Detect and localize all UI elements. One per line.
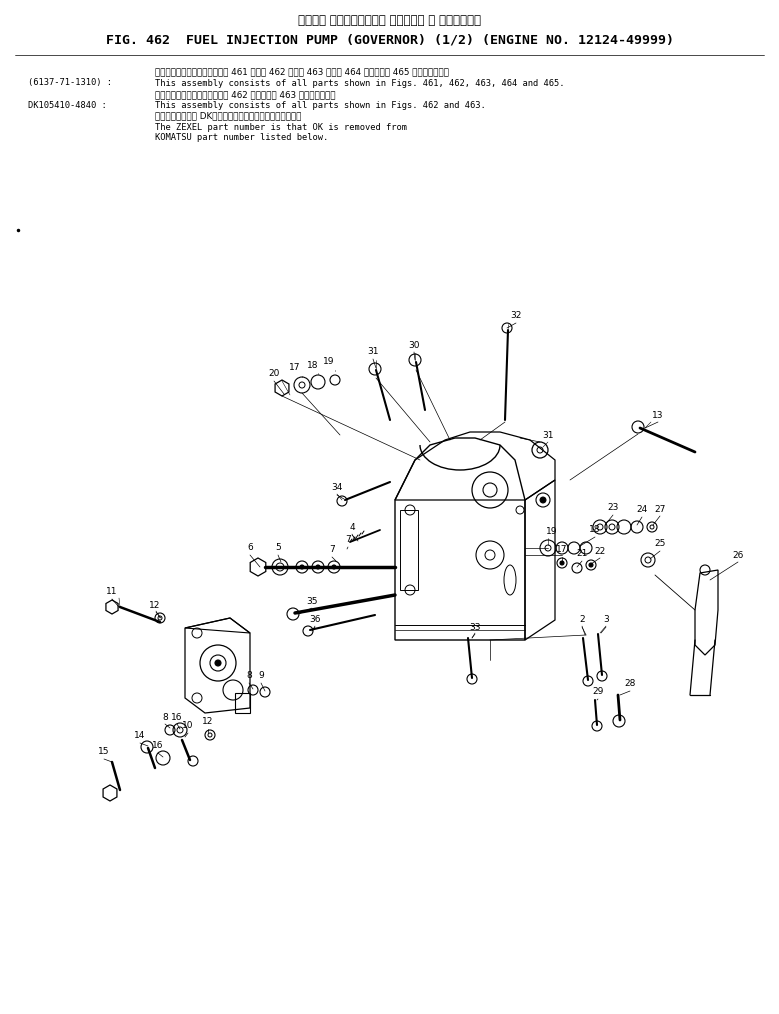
Text: 16: 16 [152,741,164,750]
Text: 20: 20 [268,369,280,378]
Circle shape [589,563,593,567]
Text: The ZEXEL part number is that OK is removed from: The ZEXEL part number is that OK is remo… [155,123,407,132]
Text: 10: 10 [182,722,194,730]
Text: 7: 7 [329,546,335,555]
Text: 32: 32 [510,311,522,320]
Text: 2: 2 [580,615,585,625]
Text: 6: 6 [247,544,253,553]
Text: 29: 29 [592,687,604,697]
Text: 11: 11 [106,587,118,596]
Text: フェエル インジェクション ポンプ　ガ バ ナ　適用号機: フェエル インジェクション ポンプ ガ バ ナ 適用号機 [298,13,481,26]
Circle shape [316,565,320,569]
Text: 17: 17 [556,546,568,555]
Text: 35: 35 [306,597,318,606]
Text: FIG. 462  FUEL INJECTION PUMP (GOVERNOR) (1/2) (ENGINE NO. 12124-49999): FIG. 462 FUEL INJECTION PUMP (GOVERNOR) … [106,33,674,47]
Circle shape [215,660,221,666]
Text: 34: 34 [331,484,343,493]
Text: 33: 33 [469,623,481,632]
Text: 5: 5 [275,544,281,553]
Text: 21: 21 [576,550,587,559]
Text: 22: 22 [594,547,605,556]
Circle shape [540,497,546,503]
Text: 31: 31 [367,348,379,357]
Text: 17: 17 [289,363,301,372]
Text: 18: 18 [307,361,319,369]
Circle shape [560,561,564,565]
Text: 25: 25 [654,539,666,549]
Text: 28: 28 [624,679,636,689]
Text: 8: 8 [246,671,252,680]
Text: このアセンブリの構成部品は第 461 図、第 462 図、第 463 図、第 464 図および第 465 図を含みます。: このアセンブリの構成部品は第 461 図、第 462 図、第 463 図、第 4… [155,68,449,76]
Text: 19: 19 [323,358,335,366]
Text: 23: 23 [608,504,619,512]
Text: 36: 36 [309,615,321,625]
Text: 31: 31 [542,431,554,439]
Text: 26: 26 [732,551,744,560]
Text: 9: 9 [258,671,264,680]
Text: This assembly consists of all parts shown in Figs. 461, 462, 463, 464 and 465.: This assembly consists of all parts show… [155,78,565,87]
Text: 3: 3 [603,615,609,625]
Text: 15: 15 [98,747,110,756]
Circle shape [332,565,336,569]
Text: 30: 30 [408,341,420,350]
Text: 品番のメーカ記号 DKを除いたものがゼクセルの品番です。: 品番のメーカ記号 DKを除いたものがゼクセルの品番です。 [155,112,301,121]
Text: DK105410-4840 :: DK105410-4840 : [28,100,107,110]
Text: 27: 27 [654,506,666,514]
Text: 8: 8 [162,713,168,722]
Text: 19: 19 [546,527,558,536]
Circle shape [300,565,304,569]
Text: 7: 7 [345,535,351,545]
Text: 14: 14 [134,731,146,740]
Text: 24: 24 [636,506,647,514]
Text: 16: 16 [171,713,183,722]
Text: 12: 12 [203,718,213,726]
Text: (6137-71-1310) :: (6137-71-1310) : [28,78,112,87]
Text: 12: 12 [150,600,160,609]
Text: 4: 4 [349,523,354,532]
Text: 13: 13 [652,411,664,420]
Text: This assembly consists of all parts shown in Figs. 462 and 463.: This assembly consists of all parts show… [155,100,486,110]
Text: 18: 18 [589,525,601,534]
Text: KOMATSU part number listed below.: KOMATSU part number listed below. [155,134,328,143]
Text: このアセンブリの構成部品は第 462 図および第 463 図を含みます。: このアセンブリの構成部品は第 462 図および第 463 図を含みます。 [155,90,336,99]
